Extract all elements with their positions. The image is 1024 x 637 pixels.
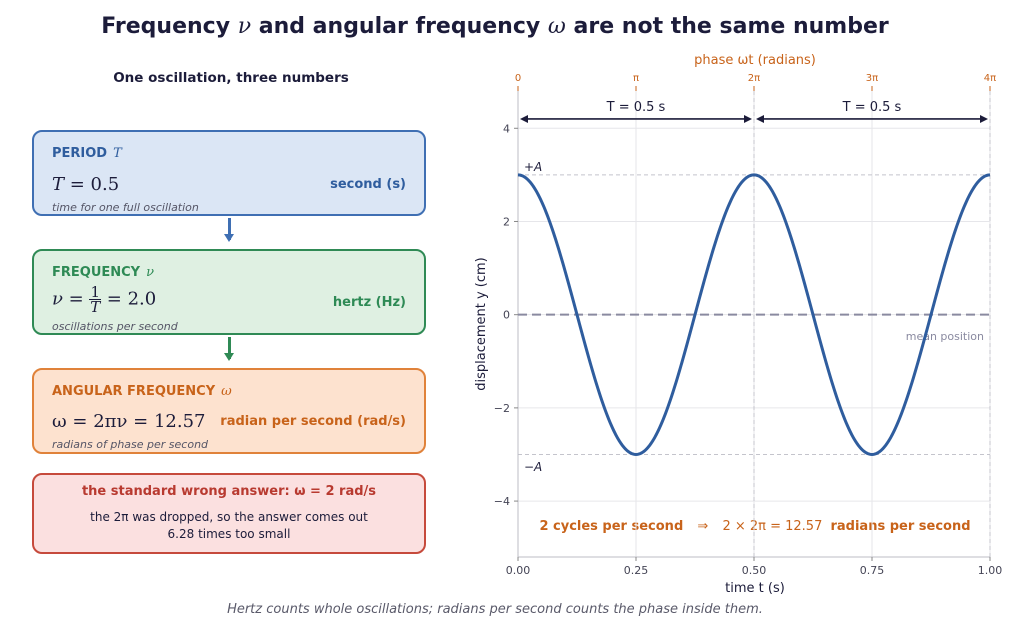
flow-arrow-icon — [224, 218, 234, 242]
y-tick-label: −2 — [494, 402, 510, 415]
arrow-head-icon — [756, 114, 764, 123]
top-tick-label: 3π — [866, 73, 878, 84]
x-tick-label: 1.00 — [978, 564, 1003, 577]
frequency-fraction: 1 T — [89, 283, 102, 316]
frequency-heading: FREQUENCY ν — [52, 265, 154, 280]
wrong-answer-body: the 2π was dropped, so the answer comes … — [90, 510, 368, 541]
y-axis-label: displacement y (cm) — [474, 257, 489, 391]
arrow-head-icon — [744, 114, 752, 123]
top-tick-label: 0 — [515, 73, 521, 84]
page-title: Frequency ν and angular frequency ω are … — [101, 14, 889, 39]
period-equation: T = 0.5 — [52, 174, 120, 195]
period-annotation: T = 0.5 s — [842, 100, 902, 115]
arrow-head-icon — [520, 114, 528, 123]
y-tick-label: 4 — [503, 122, 510, 135]
minus-amplitude-label: −A — [524, 460, 542, 474]
flow-arrow-icon — [224, 337, 234, 361]
angular-unit: radian per second (rad/s) — [220, 414, 406, 429]
angular-frequency-card: ANGULAR FREQUENCY ω ω = 2πν = 12.57 radia… — [32, 368, 426, 454]
x-axis-label: time t (s) — [725, 581, 785, 596]
top-tick-label: 2π — [748, 73, 760, 84]
bottom-note: 2 cycles per second ⇒ 2 × 2π = 12.57 rad… — [539, 519, 970, 534]
y-tick-label: −4 — [494, 495, 510, 508]
frequency-unit: hertz (Hz) — [332, 295, 406, 310]
left-panel-subtitle: One oscillation, three numbers — [113, 70, 349, 86]
oscillation-curve — [517, 173, 991, 456]
top-tick-label: π — [633, 73, 639, 84]
frequency-note: oscillations per second — [52, 320, 178, 333]
plus-amplitude-label: +A — [524, 160, 542, 174]
period-note: time for one full oscillation — [52, 201, 199, 214]
angular-heading: ANGULAR FREQUENCY ω — [52, 384, 232, 399]
arrow-head-icon — [980, 114, 988, 123]
frequency-card: FREQUENCY ν ν = 1 T = 2.0 hertz (Hz) osci… — [32, 249, 426, 335]
x-tick-label: 0.25 — [624, 564, 649, 577]
mean-position-label: mean position — [906, 330, 984, 343]
x-tick-label: 0.75 — [860, 564, 885, 577]
period-annotation: T = 0.5 s — [606, 100, 666, 115]
period-card: PERIOD T T = 0.5 second (s) time for one … — [32, 130, 426, 216]
angular-note: radians of phase per second — [52, 438, 209, 451]
y-tick-label: 0 — [503, 309, 510, 322]
x-tick-label: 0.50 — [742, 564, 767, 577]
x-tick-label: 0.00 — [506, 564, 531, 577]
y-tick-label: 2 — [503, 215, 510, 228]
wrong-answer-card: the standard wrong answer: ω = 2 rad/s t… — [32, 473, 426, 554]
angular-equation: ω = 2πν = 12.57 — [52, 411, 206, 432]
top-tick-label: 4π — [984, 73, 996, 84]
period-heading: PERIOD T — [52, 146, 122, 161]
wrong-answer-heading: the standard wrong answer: ω = 2 rad/s — [81, 484, 377, 499]
top-axis-label: phase ωt (radians) — [694, 53, 816, 68]
period-unit: second (s) — [330, 177, 406, 192]
figure-caption: Hertz counts whole oscillations; radians… — [227, 602, 763, 617]
frequency-equation: ν = 1 T = 2.0 — [52, 283, 157, 316]
